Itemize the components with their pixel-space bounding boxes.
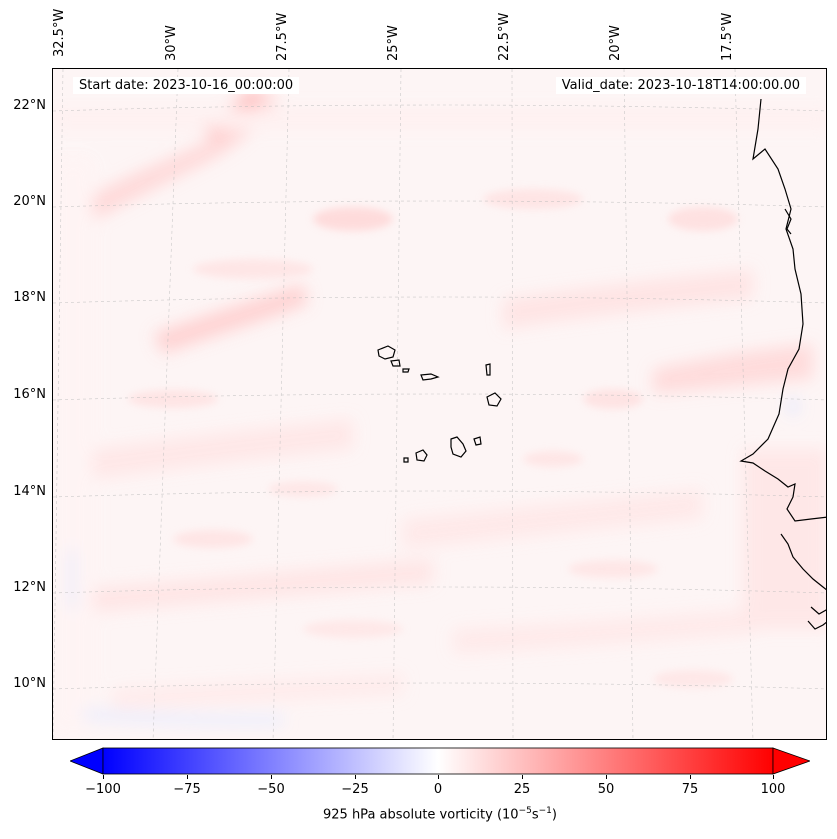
vorticity-field	[53, 89, 826, 729]
colorbar-tick	[438, 775, 439, 779]
lat-label-20n: 20°N	[13, 194, 46, 209]
lon-label-20w: 20°W	[608, 25, 623, 61]
colorbar-tick	[103, 775, 104, 779]
lon-label-27-5w: 27.5°W	[275, 12, 290, 61]
colorbar-tick-label: −25	[341, 782, 369, 797]
map-panel[interactable]: Start date: 2023-10-16_00:00:00 Valid_da…	[52, 68, 827, 740]
lon-label-25w: 25°W	[386, 25, 401, 61]
colorbar-tick-label: 50	[597, 782, 615, 797]
lat-label-10n: 10°N	[13, 676, 46, 691]
colorbar-tick	[355, 775, 356, 779]
colorbar-tick	[606, 775, 607, 779]
colorbar-tick	[522, 775, 523, 779]
colorbar-tick-label: 100	[760, 782, 786, 797]
colorbar-tick	[690, 775, 691, 779]
colorbar-min-extend	[68, 747, 104, 775]
lat-label-18n: 18°N	[13, 290, 46, 305]
start-date-label: Start date: 2023-10-16_00:00:00	[73, 77, 300, 94]
colorbar-label: 925 hPa absolute vorticity (10−5s−1)	[323, 806, 557, 823]
colorbar-graphic	[68, 747, 812, 775]
vorticity-map	[53, 69, 826, 739]
lat-label-12n: 12°N	[13, 580, 46, 595]
vorticity-speckle	[128, 189, 738, 688]
lat-label-16n: 16°N	[13, 387, 46, 402]
lon-label-32-5w: 32.5°W	[52, 8, 67, 57]
lat-label-22n: 22°N	[13, 98, 46, 113]
colorbar-tick-label: −100	[85, 782, 121, 797]
cape-verde-islands	[377, 345, 502, 463]
colorbar-tick	[773, 775, 774, 779]
colorbar-tick	[187, 775, 188, 779]
colorbar-tick	[271, 775, 272, 779]
colorbar	[68, 746, 812, 776]
colorbar-gradient	[102, 747, 774, 775]
valid-date-label: Valid_date: 2023-10-18T14:00:00.00	[555, 77, 806, 94]
colorbar-tick-label: 0	[433, 782, 443, 797]
colorbar-tick-label: 75	[681, 782, 699, 797]
africa-coastline	[739, 98, 826, 630]
colorbar-tick-label: 25	[513, 782, 531, 797]
lon-label-17-5w: 17.5°W	[720, 12, 735, 61]
graticule	[53, 69, 826, 739]
lat-label-14n: 14°N	[13, 484, 46, 499]
colorbar-tick-label: −75	[173, 782, 201, 797]
lon-label-22-5w: 22.5°W	[497, 12, 512, 61]
colorbar-tick-label: −50	[257, 782, 285, 797]
lon-label-30w: 30°W	[164, 25, 179, 61]
colorbar-max-extend	[772, 747, 812, 775]
